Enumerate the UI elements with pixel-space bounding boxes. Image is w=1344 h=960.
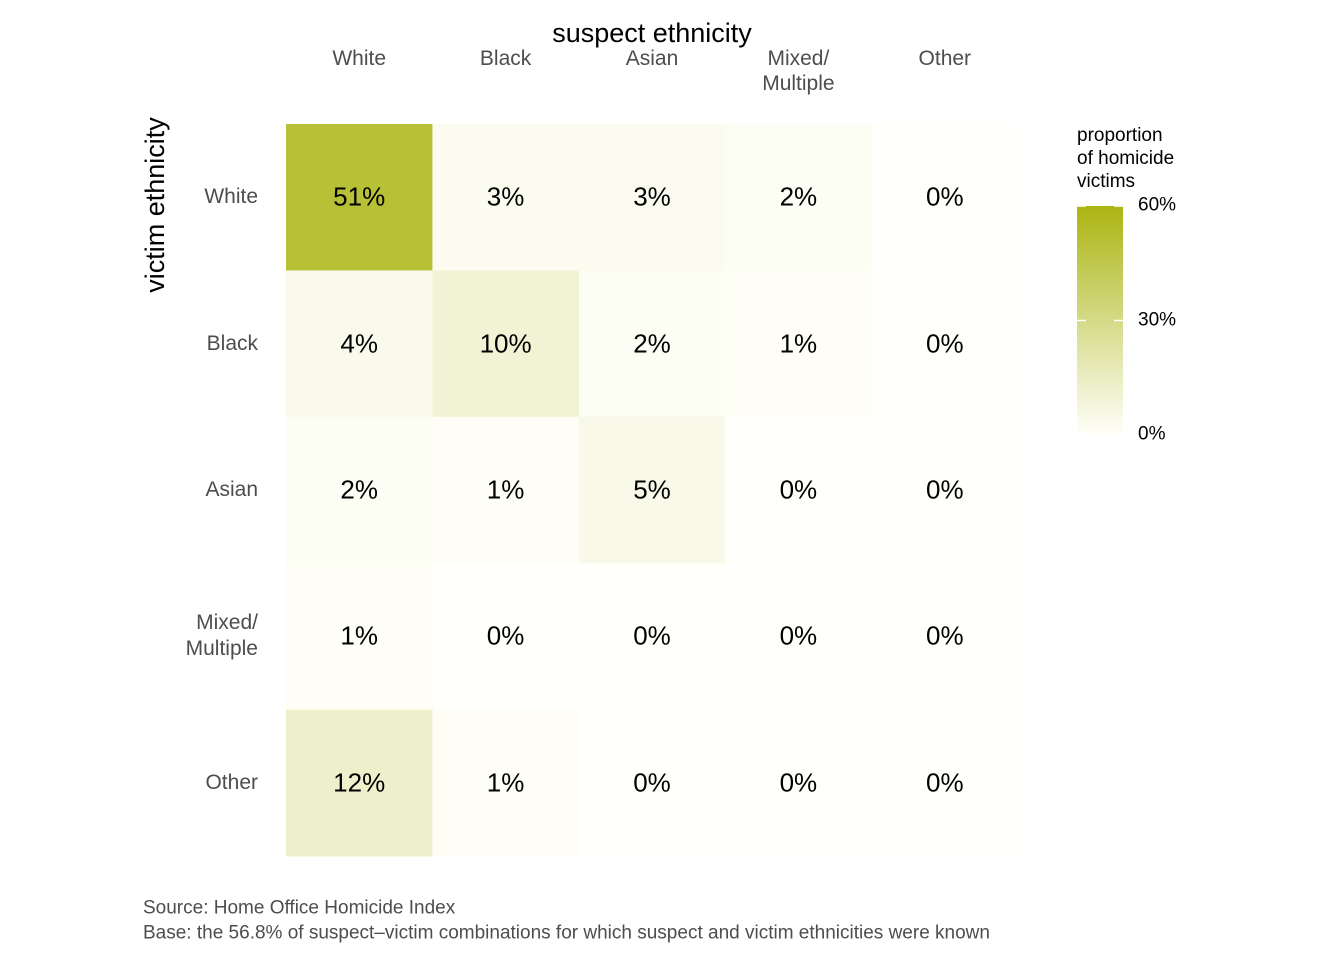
cell-label: 0% xyxy=(633,767,671,798)
cell-label: 0% xyxy=(926,620,964,651)
heatmap-cell xyxy=(286,416,433,564)
colorbar-tick-label: 30% xyxy=(1138,309,1177,331)
x-tick-label: Other xyxy=(918,47,972,70)
cell-label: 51% xyxy=(333,181,386,212)
heatmap-cell xyxy=(578,416,726,564)
heatmap-cell xyxy=(286,709,433,857)
cell-label: 0% xyxy=(779,620,818,651)
colorbar-tick-label: 60% xyxy=(1138,194,1177,216)
cell-label: 0% xyxy=(926,767,964,798)
y-tick-label: White xyxy=(204,185,258,209)
heatmap-cell xyxy=(725,563,873,711)
cell-label: 10% xyxy=(479,328,532,358)
y-tick-label: Black xyxy=(206,331,258,355)
cell-label: 2% xyxy=(633,328,671,358)
heatmap-cell xyxy=(725,416,873,564)
cell-label: 12% xyxy=(333,767,386,798)
y-tick-label: Other xyxy=(205,770,258,794)
cell-label: 3% xyxy=(633,181,671,212)
cell-label: 2% xyxy=(340,474,378,505)
caption: Source: Home Office Homicide Index xyxy=(143,897,456,919)
heatmap-cell xyxy=(286,270,433,418)
heatmap-cell xyxy=(871,124,1019,271)
heatmap-cell xyxy=(578,124,726,271)
heatmap-cell xyxy=(286,563,433,711)
heatmap-cell xyxy=(432,124,580,271)
y-tick-label: Asian xyxy=(205,478,258,501)
cell-label: 3% xyxy=(486,181,525,212)
cell-label: 5% xyxy=(633,474,671,505)
y-tick-label: Mixed/ Multiple xyxy=(185,611,258,661)
legend-title: proportion of homicide victims xyxy=(1077,125,1175,192)
heatmap-cell xyxy=(432,709,580,857)
heatmap-cell xyxy=(286,124,433,271)
x-tick-label: White xyxy=(332,47,387,70)
caption: Base: the 56.8% of suspect–victim combin… xyxy=(143,922,990,944)
heatmap-cell xyxy=(871,416,1019,564)
cell-label: 0% xyxy=(779,767,818,798)
cell-label: 0% xyxy=(926,328,964,358)
cell-label: 1% xyxy=(486,767,525,798)
cell-label: 1% xyxy=(340,620,378,651)
cell-label: 2% xyxy=(779,181,818,212)
heatmap-cell xyxy=(871,270,1019,418)
x-tick-label: Black xyxy=(479,47,532,70)
heatmap-cell xyxy=(432,270,580,418)
heatmap-cell xyxy=(725,709,873,857)
heatmap-cell xyxy=(578,709,726,857)
cell-label: 0% xyxy=(926,181,964,212)
y-axis-title: victim ethnicity xyxy=(139,117,170,293)
heatmap-cell xyxy=(725,270,873,418)
cell-label: 0% xyxy=(486,620,525,651)
heatmap-cell xyxy=(578,563,726,711)
x-tick-label: Asian xyxy=(625,47,679,70)
cell-label: 1% xyxy=(779,328,818,358)
cell-label: 1% xyxy=(486,474,525,505)
colorbar-tick-label: 0% xyxy=(1138,423,1166,445)
heatmap-cell xyxy=(871,709,1019,857)
cell-label: 4% xyxy=(340,328,378,358)
x-tick-label: Mixed/ Multiple xyxy=(762,47,835,96)
heatmap-cell xyxy=(578,270,726,418)
heatmap-cell xyxy=(725,124,873,271)
x-axis-title: suspect ethnicity xyxy=(552,17,752,48)
heatmap-cell xyxy=(432,416,580,564)
heatmap-cell xyxy=(871,563,1019,711)
cell-label: 0% xyxy=(633,620,671,651)
cell-label: 0% xyxy=(779,474,818,505)
heatmap-cell xyxy=(432,563,580,711)
cell-label: 0% xyxy=(926,474,964,505)
